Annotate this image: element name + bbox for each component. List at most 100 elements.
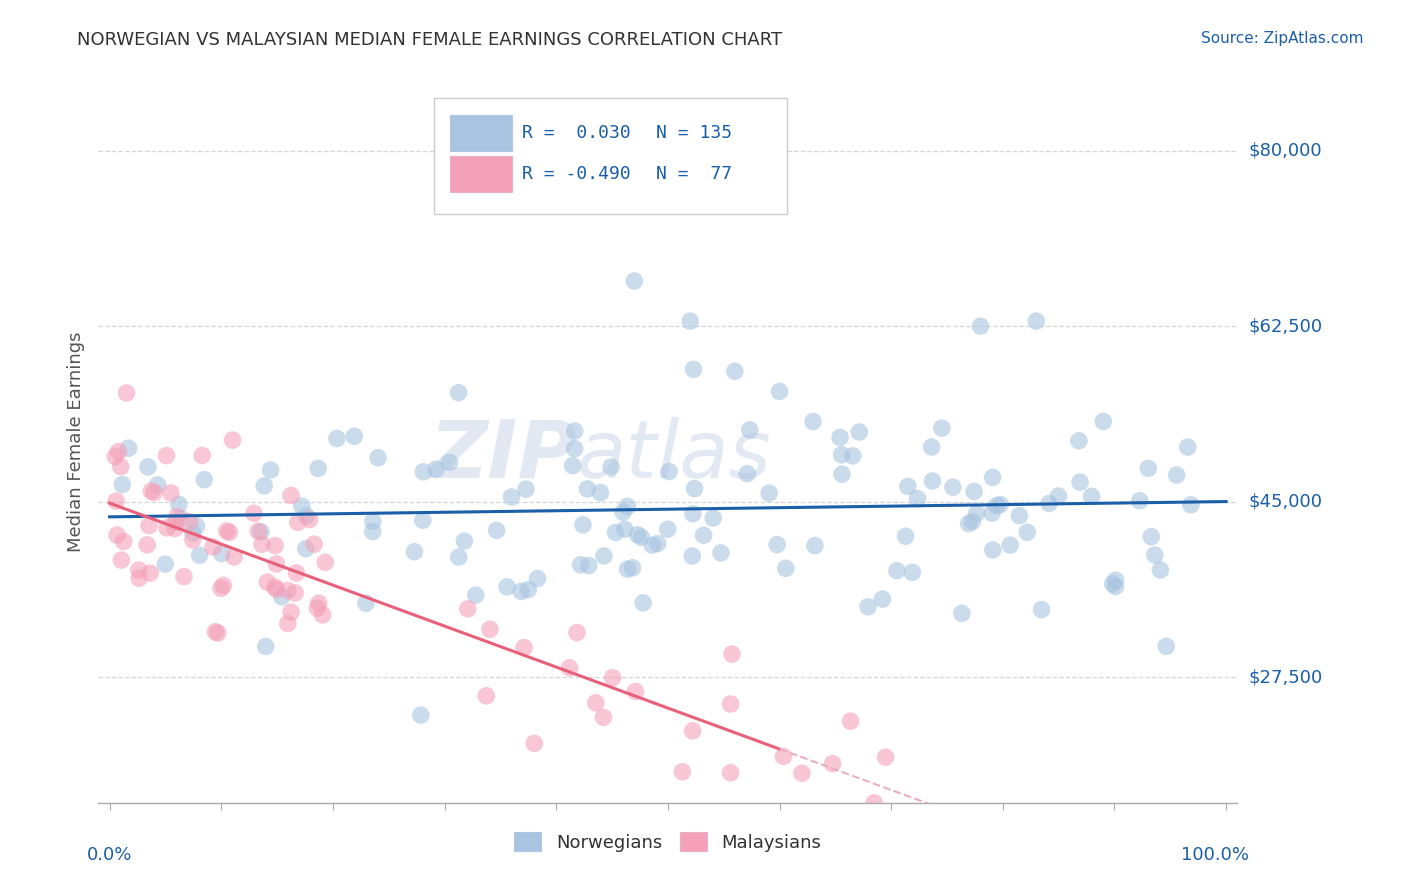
Point	[966, 506, 988, 520]
Point	[963, 484, 986, 499]
Point	[343, 429, 366, 443]
Point	[758, 486, 780, 500]
Text: atlas: atlas	[576, 417, 772, 495]
Point	[104, 450, 127, 464]
Point	[155, 557, 177, 571]
Point	[1031, 602, 1053, 616]
Point	[1069, 475, 1091, 490]
Point	[658, 465, 681, 479]
Point	[720, 697, 742, 711]
Point	[464, 588, 486, 602]
Point	[848, 425, 870, 439]
Point	[270, 590, 292, 604]
Point	[626, 528, 648, 542]
Point	[207, 626, 229, 640]
Point	[280, 605, 302, 619]
Point	[457, 602, 479, 616]
Point	[998, 538, 1021, 552]
Point	[173, 569, 195, 583]
Text: $62,500: $62,500	[1249, 318, 1323, 335]
Point	[585, 696, 607, 710]
Legend: Norwegians, Malaysians: Norwegians, Malaysians	[508, 825, 828, 859]
Point	[631, 596, 654, 610]
Point	[1140, 530, 1163, 544]
Point	[266, 557, 288, 571]
FancyBboxPatch shape	[450, 115, 512, 151]
Point	[485, 524, 508, 538]
Point	[517, 582, 540, 597]
Point	[165, 516, 187, 530]
Point	[1101, 577, 1123, 591]
Point	[425, 462, 447, 476]
Point	[616, 500, 638, 514]
Point	[361, 524, 384, 539]
Point	[578, 558, 600, 573]
Point	[790, 766, 813, 780]
Point	[766, 538, 789, 552]
Point	[285, 566, 308, 580]
Point	[307, 601, 329, 615]
Point	[720, 765, 742, 780]
Point	[681, 549, 703, 563]
Point	[186, 519, 208, 533]
Point	[605, 525, 627, 540]
Point	[624, 684, 647, 698]
Point	[326, 432, 349, 446]
Point	[439, 455, 461, 469]
Point	[181, 526, 204, 541]
Point	[623, 274, 645, 288]
Point	[872, 592, 894, 607]
Point	[683, 482, 706, 496]
Point	[266, 582, 288, 597]
Point	[1017, 525, 1039, 540]
Point	[188, 549, 211, 563]
Point	[831, 467, 853, 482]
Point	[311, 607, 333, 622]
Point	[1047, 489, 1070, 503]
Point	[307, 461, 329, 475]
Point	[218, 525, 240, 540]
Point	[1008, 508, 1031, 523]
Point	[211, 547, 233, 561]
Point	[515, 482, 537, 496]
Point	[1038, 496, 1060, 510]
Point	[111, 477, 134, 491]
Point	[576, 482, 599, 496]
Point	[139, 566, 162, 581]
Text: Source: ZipAtlas.com: Source: ZipAtlas.com	[1201, 31, 1364, 46]
Text: NORWEGIAN VS MALAYSIAN MEDIAN FEMALE EARNINGS CORRELATION CHART: NORWEGIAN VS MALAYSIAN MEDIAN FEMALE EAR…	[77, 31, 783, 49]
Point	[361, 514, 384, 528]
Point	[950, 607, 973, 621]
Point	[453, 534, 475, 549]
Text: $80,000: $80,000	[1249, 142, 1322, 160]
Point	[250, 537, 273, 551]
Point	[291, 499, 314, 513]
Point	[592, 549, 614, 563]
Point	[1104, 573, 1126, 587]
Point	[907, 491, 929, 506]
Point	[115, 386, 138, 401]
Point	[253, 479, 276, 493]
Text: R = -0.490: R = -0.490	[522, 165, 631, 183]
Point	[894, 529, 917, 543]
Point	[155, 449, 177, 463]
Point	[921, 474, 943, 488]
Point	[181, 533, 204, 547]
Point	[277, 616, 299, 631]
Point	[128, 563, 150, 577]
Point	[801, 414, 824, 428]
Point	[1092, 414, 1115, 428]
Point	[981, 506, 1004, 520]
Point	[679, 314, 702, 328]
Point	[897, 479, 920, 493]
Point	[692, 528, 714, 542]
Point	[284, 586, 307, 600]
Point	[367, 450, 389, 465]
Point	[294, 541, 316, 556]
Point	[170, 511, 193, 525]
Point	[592, 710, 614, 724]
Point	[264, 580, 287, 594]
Point	[526, 572, 548, 586]
Point	[447, 385, 470, 400]
Point	[1025, 314, 1047, 328]
